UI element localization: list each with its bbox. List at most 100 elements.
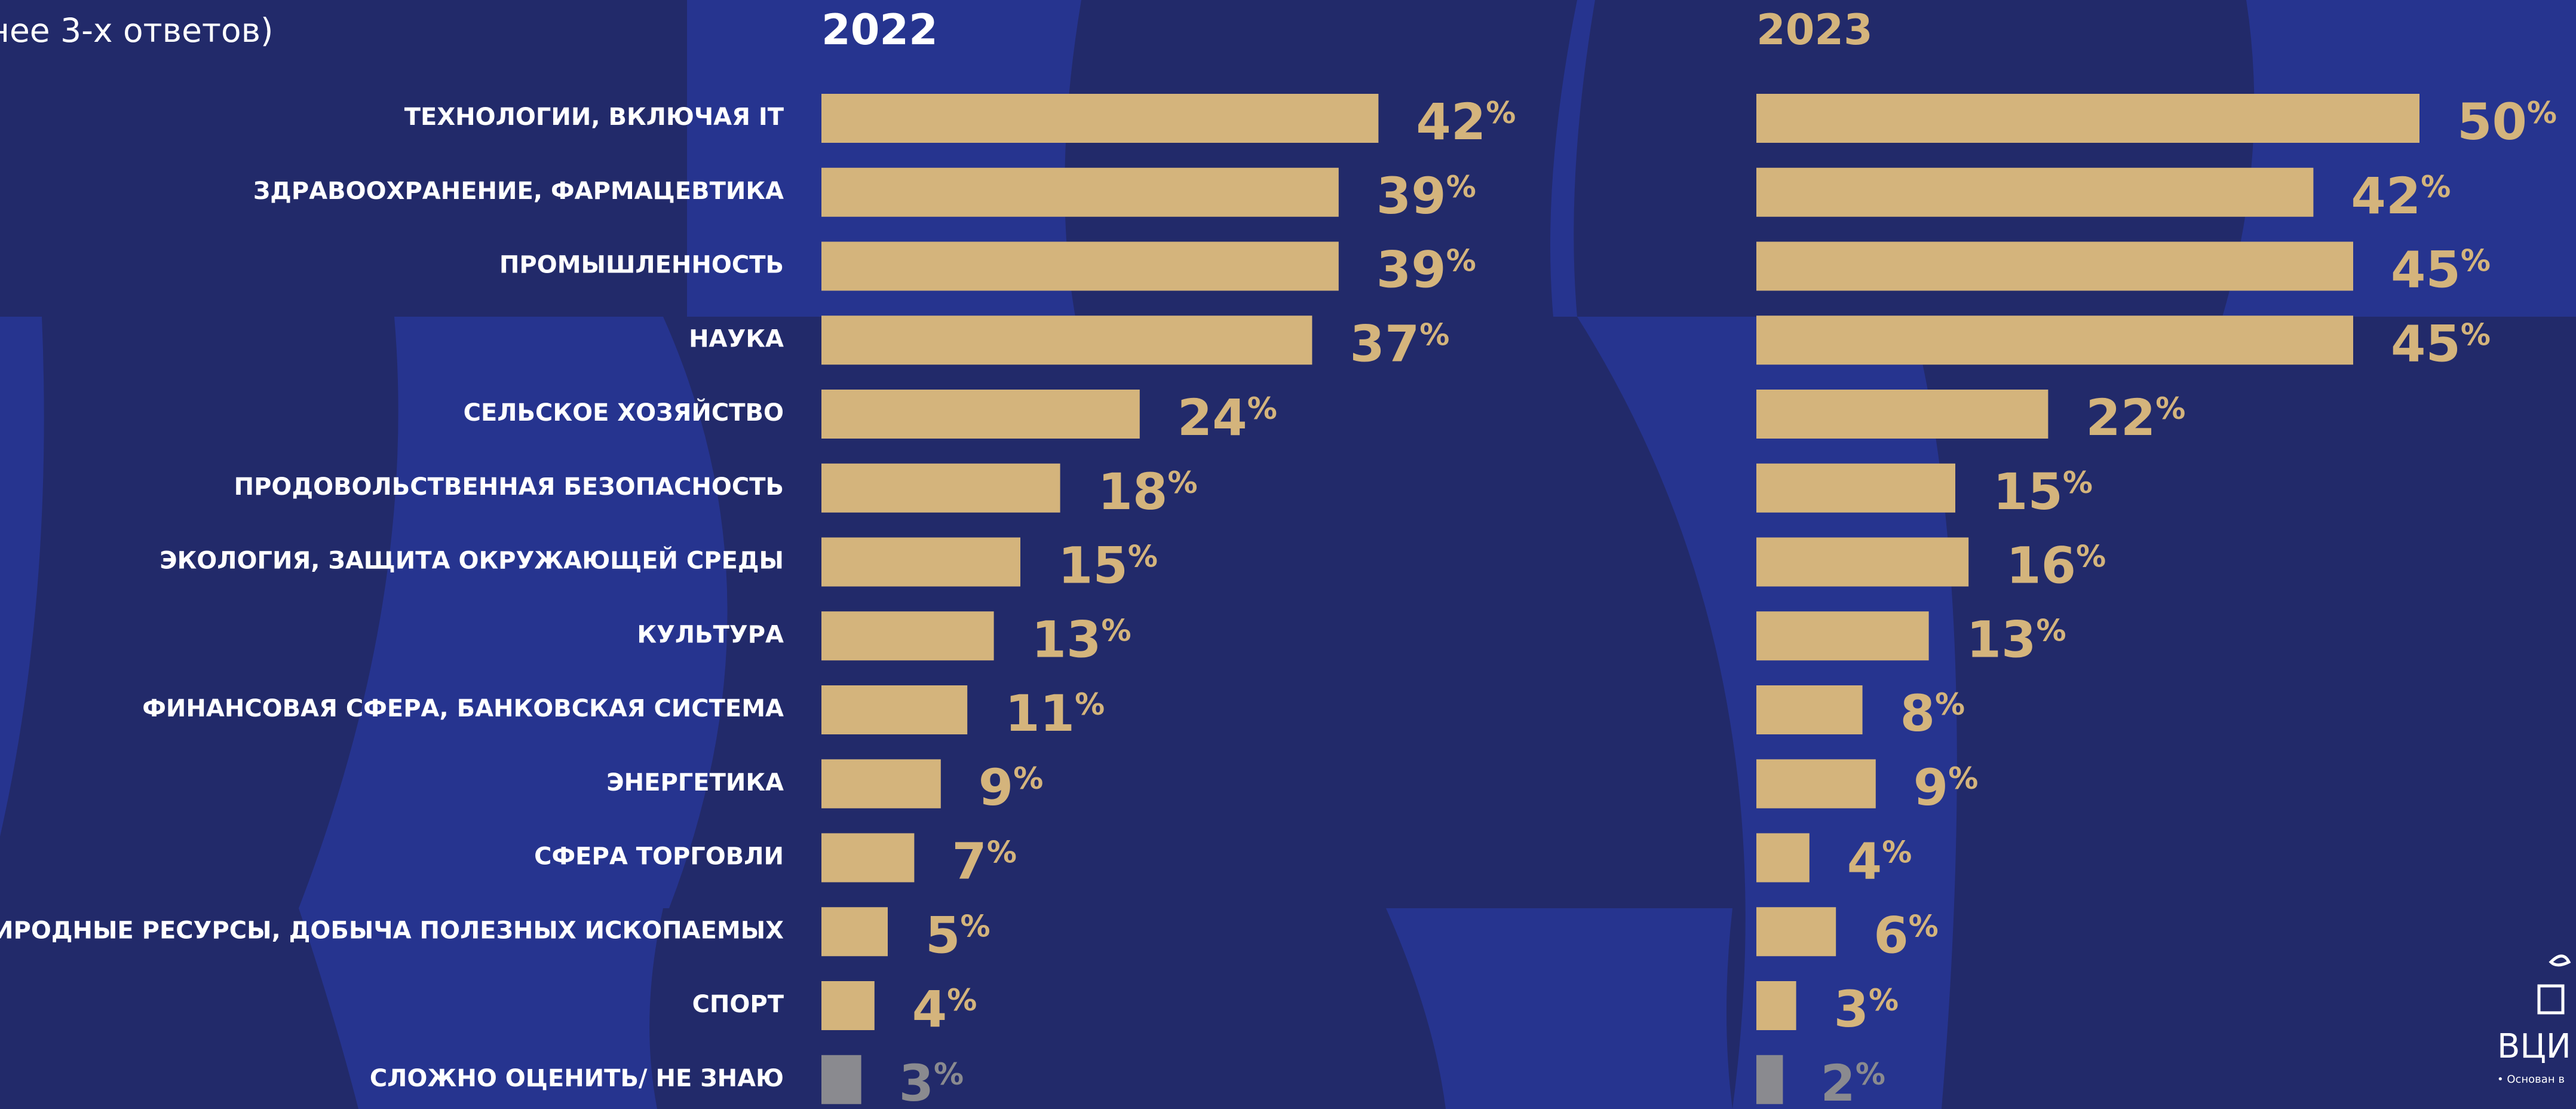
value-number: 5 — [925, 906, 960, 964]
panel-title: 2022 — [821, 5, 938, 54]
value-label: 45% — [2391, 314, 2491, 373]
bar — [1756, 167, 2314, 217]
value-label: 7% — [952, 832, 1017, 890]
value-unit: % — [1948, 761, 1978, 795]
bar — [1756, 463, 1955, 513]
bar — [821, 907, 888, 957]
value-unit: % — [1882, 835, 1912, 869]
value-label: 22% — [2086, 388, 2185, 447]
value-label: 11% — [1005, 684, 1105, 743]
value-number: 15 — [1058, 536, 1128, 595]
value-label: 13% — [1032, 610, 1131, 669]
bar — [1756, 241, 2353, 291]
value-unit: % — [2155, 391, 2185, 426]
bar — [821, 463, 1060, 513]
value-number: 8 — [1900, 684, 1935, 743]
bar — [821, 685, 968, 734]
bar — [1756, 907, 1836, 957]
bar — [821, 390, 1140, 439]
value-unit: % — [947, 983, 977, 1018]
value-unit: % — [1856, 1056, 1885, 1091]
bar — [1756, 94, 2419, 143]
bar — [821, 1055, 861, 1104]
value-number: 24 — [1177, 388, 1247, 447]
category-label: КУЛЬТУРА — [637, 621, 784, 648]
value-number: 50 — [2457, 93, 2527, 151]
category-label: СЛОЖНО ОЦЕНИТЬ/ НЕ ЗНАЮ — [370, 1065, 784, 1092]
bar — [1756, 315, 2353, 365]
value-label: 42% — [1416, 93, 1516, 151]
value-number: 9 — [1913, 758, 1948, 817]
value-label: 15% — [1993, 462, 2093, 521]
value-label: 9% — [979, 758, 1044, 817]
category-label: ЭНЕРГЕТИКА — [606, 769, 784, 796]
value-number: 3 — [1834, 980, 1869, 1038]
bar — [1756, 1055, 1783, 1104]
value-unit: % — [1935, 687, 1965, 722]
value-label: 9% — [1913, 758, 1979, 817]
value-unit: % — [1247, 391, 1277, 426]
value-unit: % — [2421, 169, 2451, 204]
bar — [821, 611, 994, 661]
value-number: 42 — [2351, 167, 2421, 225]
bar — [821, 981, 875, 1030]
value-number: 18 — [1098, 462, 1168, 521]
value-unit: % — [2063, 465, 2093, 500]
category-label: СЕЛЬСКОЕ ХОЗЯЙСТВО — [464, 398, 784, 427]
logo-name: ВЦИ — [2497, 1027, 2571, 1066]
value-unit: % — [1486, 96, 1516, 130]
bar — [1756, 833, 1810, 883]
value-unit: % — [2076, 539, 2106, 574]
value-number: 45 — [2391, 314, 2461, 373]
value-number: 45 — [2391, 240, 2461, 299]
value-label: 24% — [1177, 388, 1277, 447]
category-label: ТЕХНОЛОГИИ, ВКЛЮЧАЯ IT — [404, 103, 784, 131]
value-number: 3 — [899, 1054, 934, 1109]
value-label: 42% — [2351, 167, 2451, 225]
bar — [821, 315, 1312, 365]
value-label: 6% — [1873, 906, 1939, 964]
value-label: 8% — [1900, 684, 1965, 743]
bar — [1756, 611, 1929, 661]
value-unit: % — [2527, 96, 2557, 130]
logo-tagline: • Основан в — [2497, 1073, 2565, 1086]
logo-icon — [2537, 954, 2571, 1015]
category-label: ПРОДОВОЛЬСТВЕННАЯ БЕЗОПАСНОСТЬ — [234, 473, 784, 501]
value-label: 16% — [2006, 536, 2106, 595]
value-number: 9 — [979, 758, 1013, 817]
value-unit: % — [1128, 539, 1158, 574]
value-number: 13 — [1967, 610, 2037, 669]
value-number: 16 — [2006, 536, 2076, 595]
value-label: 39% — [1376, 240, 1476, 299]
value-unit: % — [2461, 317, 2491, 352]
bar — [821, 833, 915, 883]
value-unit: % — [1446, 169, 1476, 204]
value-label: 2% — [1820, 1054, 1885, 1109]
value-label: 37% — [1350, 314, 1449, 373]
value-label: 5% — [925, 906, 990, 964]
bar — [821, 241, 1339, 291]
value-unit: % — [1168, 465, 1198, 500]
value-unit: % — [1909, 909, 1939, 943]
bar — [821, 537, 1020, 587]
decor-band — [1386, 908, 1732, 1109]
bar — [1756, 390, 2048, 439]
value-label: 3% — [1834, 980, 1899, 1038]
value-number: 39 — [1376, 167, 1446, 225]
subtitle: нее 3-х ответов) — [0, 11, 274, 50]
bar — [1756, 759, 1876, 808]
category-label: ЭКОЛОГИЯ, ЗАЩИТА ОКРУЖАЮЩЕЙ СРЕДЫ — [160, 546, 784, 575]
value-number: 2 — [1820, 1054, 1855, 1109]
category-label: ЗДРАВООХРАНЕНИЕ, ФАРМАЦЕВТИКА — [253, 177, 784, 205]
value-label: 3% — [899, 1054, 964, 1109]
value-label: 45% — [2391, 240, 2491, 299]
value-number: 22 — [2086, 388, 2155, 447]
value-label: 18% — [1098, 462, 1198, 521]
category-label: СПОРТ — [692, 991, 784, 1018]
value-unit: % — [1869, 983, 1899, 1018]
value-unit: % — [1075, 687, 1105, 722]
category-label: ПРИРОДНЫЕ РЕСУРСЫ, ДОБЫЧА ПОЛЕЗНЫХ ИСКОП… — [0, 917, 784, 944]
value-label: 15% — [1058, 536, 1158, 595]
decor-band — [2222, 0, 2576, 317]
panel-title: 2023 — [1756, 5, 1873, 54]
